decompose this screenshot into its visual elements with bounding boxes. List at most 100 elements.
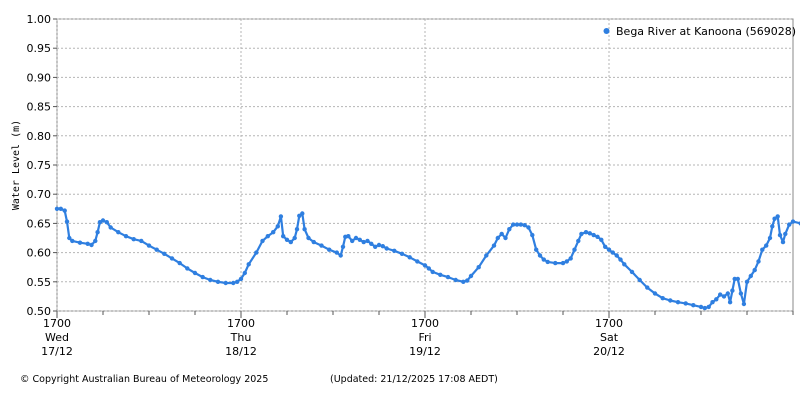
data-point — [392, 248, 397, 253]
x-tick-label: 1700 — [595, 317, 623, 330]
copyright-text: © Copyright Australian Bureau of Meteoro… — [20, 374, 269, 385]
data-point — [591, 232, 596, 238]
data-point — [376, 242, 382, 248]
data-point — [288, 239, 293, 245]
data-point — [346, 234, 351, 239]
data-point — [185, 266, 190, 271]
y-tick-label: 0.90 — [27, 71, 52, 84]
data-point — [770, 224, 775, 229]
data-point — [365, 238, 370, 244]
data-point — [579, 231, 584, 237]
data-point — [311, 239, 316, 245]
data-point — [275, 224, 280, 229]
data-point — [246, 262, 251, 267]
data-point — [93, 238, 98, 244]
data-point — [744, 279, 750, 284]
data-point — [710, 300, 715, 305]
y-axis-ticks: 0.50 0.55 0.60 0.65 0.70 0.75 0.80 0.85 0.90 0.95… — [27, 13, 57, 318]
data-point — [353, 235, 359, 241]
data-point — [361, 239, 366, 245]
data-point — [780, 239, 786, 245]
data-point — [300, 211, 305, 216]
data-point — [302, 227, 307, 232]
data-point — [306, 235, 311, 241]
data-point — [514, 222, 520, 227]
data-point — [790, 219, 796, 224]
x-axis-ticks: 1700Wed17/121700Thu18/121700Fri19/121700… — [41, 311, 794, 358]
data-point — [373, 244, 378, 249]
data-point — [668, 298, 673, 303]
data-point — [146, 243, 152, 248]
y-tick-label: 0.65 — [27, 217, 52, 230]
data-point — [235, 279, 240, 284]
data-point — [297, 213, 302, 218]
y-tick-label: 0.60 — [27, 247, 52, 260]
data-point — [327, 247, 332, 252]
data-point — [340, 244, 346, 249]
data-point — [495, 235, 500, 241]
data-point — [702, 305, 707, 311]
x-tick-label: 20/12 — [593, 345, 625, 358]
data-point — [541, 257, 546, 262]
data-point — [162, 251, 167, 256]
data-point — [123, 234, 129, 239]
data-point — [357, 237, 362, 242]
y-tick-label: 0.95 — [27, 42, 52, 55]
data-point — [545, 259, 550, 265]
data-point — [242, 270, 247, 276]
data-point — [718, 292, 723, 297]
data-point — [614, 253, 619, 258]
x-tick-label: Wed — [45, 331, 69, 344]
data-point — [62, 208, 67, 213]
data-point — [445, 274, 451, 280]
data-point — [618, 257, 623, 262]
data-point — [752, 267, 757, 273]
data-point — [334, 250, 339, 255]
data-point — [660, 296, 665, 301]
data-point — [714, 297, 719, 302]
data-point — [738, 291, 744, 296]
x-tick-label: 19/12 — [409, 345, 441, 358]
updated-timestamp: (Updated: 21/12/2025 17:08 AEDT) — [330, 374, 498, 385]
data-point — [177, 260, 182, 266]
data-point — [54, 206, 60, 211]
data-point — [518, 222, 523, 227]
data-point — [595, 234, 600, 239]
data-point — [691, 303, 696, 308]
data-point — [415, 259, 420, 264]
data-point — [215, 279, 221, 284]
data-point — [645, 285, 650, 290]
data-point — [380, 244, 385, 249]
data-point — [735, 276, 740, 282]
data-point — [534, 247, 539, 252]
data-point — [223, 280, 228, 286]
data-point — [683, 301, 688, 306]
data-point — [530, 232, 535, 238]
x-tick-label: 18/12 — [225, 345, 257, 358]
data-point — [104, 220, 110, 225]
data-point — [610, 250, 615, 255]
data-point — [350, 238, 355, 244]
legend-label: Bega River at Kanoona (569028) — [616, 25, 796, 38]
data-point — [476, 265, 481, 270]
data-point — [629, 269, 635, 275]
data-point — [169, 256, 175, 261]
x-tick-label: Thu — [230, 331, 252, 344]
data-point — [338, 253, 343, 258]
data-point — [499, 231, 504, 237]
data-point — [730, 288, 735, 293]
data-point — [461, 279, 466, 284]
data-point — [572, 247, 577, 252]
data-point — [564, 259, 569, 264]
data-point — [587, 231, 592, 236]
x-tick-label: 17/12 — [41, 345, 73, 358]
legend-marker — [603, 28, 610, 34]
data-point — [77, 240, 83, 245]
data-point — [537, 253, 543, 258]
data-point — [407, 255, 412, 260]
data-point — [192, 270, 198, 276]
data-point — [756, 259, 761, 264]
data-point — [787, 222, 792, 227]
data-point — [583, 230, 589, 235]
data-point — [58, 206, 63, 211]
